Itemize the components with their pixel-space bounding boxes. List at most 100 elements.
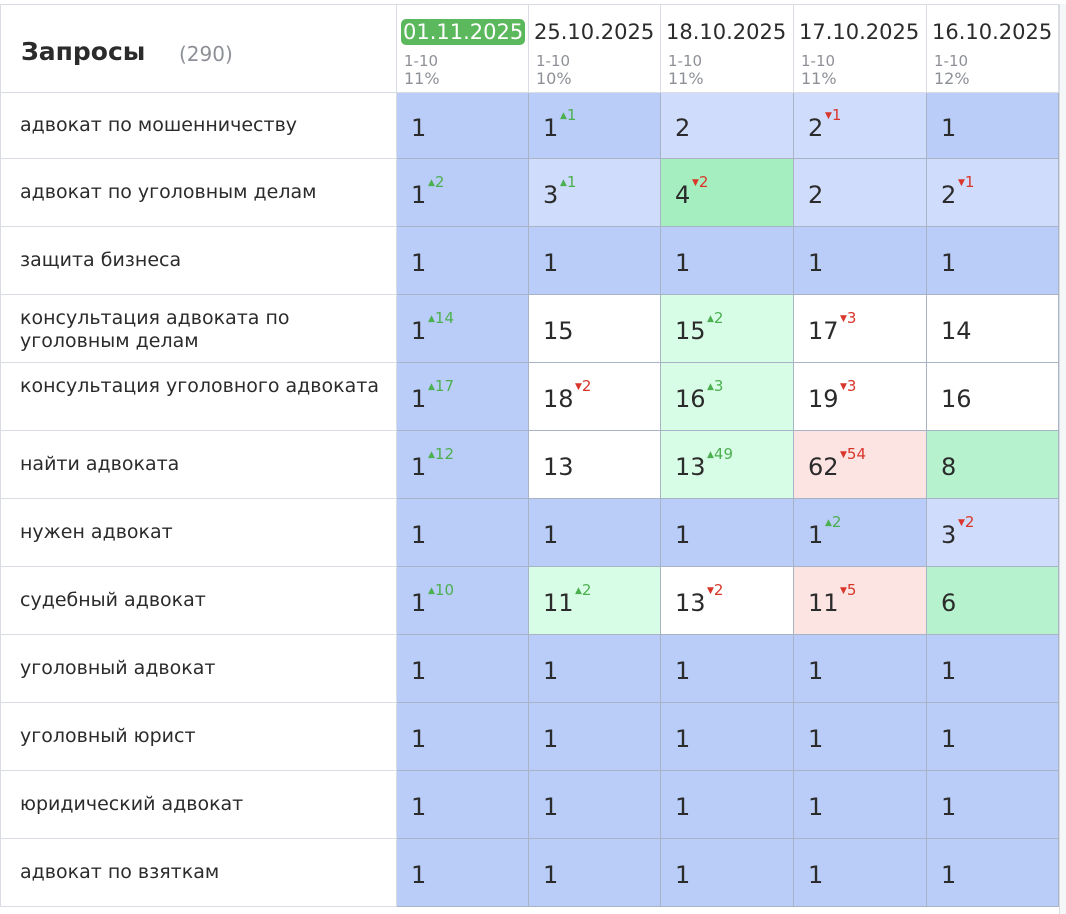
position-cell[interactable]: 1 ▲17: [397, 363, 529, 431]
position-cell[interactable]: 19 ▼3: [794, 363, 927, 431]
query-cell[interactable]: юридический адвокат: [0, 771, 397, 839]
position-cell[interactable]: 13 ▼2: [661, 567, 794, 635]
query-cell[interactable]: адвокат по взяткам: [0, 839, 397, 907]
position-cell[interactable]: 1: [661, 771, 794, 839]
position-cell[interactable]: 6: [927, 567, 1059, 635]
position-cell[interactable]: 8: [927, 431, 1059, 499]
position-cell[interactable]: 2 ▼1: [794, 93, 927, 159]
date-label[interactable]: 16.10.2025: [932, 20, 1053, 44]
position-cell[interactable]: 1: [661, 227, 794, 295]
position-up-delta: ▲12: [428, 446, 454, 462]
date-column-header[interactable]: 16.10.2025 1-10 12%: [927, 4, 1059, 93]
position-cell[interactable]: 1: [397, 703, 529, 771]
position-cell[interactable]: 1: [927, 703, 1059, 771]
date-label[interactable]: 25.10.2025: [534, 20, 655, 44]
position-cell[interactable]: 1: [794, 839, 927, 907]
position-cell[interactable]: 1: [927, 93, 1059, 159]
position-cell[interactable]: 1: [927, 635, 1059, 703]
position-cell[interactable]: 2: [661, 93, 794, 159]
position-cell[interactable]: 15 ▲2: [661, 295, 794, 363]
date-label[interactable]: 18.10.2025: [666, 20, 787, 44]
position-cell[interactable]: 1: [529, 635, 661, 703]
position-cell[interactable]: 1: [794, 227, 927, 295]
position-cell[interactable]: 1: [397, 93, 529, 159]
position-cell[interactable]: 13: [529, 431, 661, 499]
position-cell[interactable]: 13 ▲49: [661, 431, 794, 499]
date-column-header[interactable]: 01.11.2025 1-10 11%: [397, 4, 529, 93]
date-label[interactable]: 17.10.2025: [799, 20, 920, 44]
query-label[interactable]: адвокат по уголовным делам: [20, 181, 317, 203]
query-label[interactable]: адвокат по взяткам: [20, 861, 220, 883]
query-label[interactable]: найти адвоката: [20, 453, 180, 475]
query-cell[interactable]: консультация адвоката по уголовным делам: [0, 295, 397, 363]
position-cell[interactable]: 16: [927, 363, 1059, 431]
query-cell[interactable]: найти адвоката: [0, 431, 397, 499]
query-label[interactable]: судебный адвокат: [20, 589, 206, 611]
position-cell[interactable]: 11 ▲2: [529, 567, 661, 635]
position-cell[interactable]: 4 ▼2: [661, 159, 794, 227]
position-cell[interactable]: 1: [794, 703, 927, 771]
position-cell[interactable]: 1: [529, 839, 661, 907]
date-label[interactable]: 01.11.2025: [401, 19, 526, 45]
query-cell[interactable]: адвокат по уголовным делам: [0, 159, 397, 227]
query-cell[interactable]: судебный адвокат: [0, 567, 397, 635]
query-label[interactable]: уголовный адвокат: [20, 657, 216, 679]
position-cell[interactable]: 1: [529, 703, 661, 771]
position-cell[interactable]: 62 ▼54: [794, 431, 927, 499]
position-cell[interactable]: 1: [794, 771, 927, 839]
position-cell[interactable]: 3 ▼2: [927, 499, 1059, 567]
position-cell[interactable]: 11 ▼5: [794, 567, 927, 635]
query-label[interactable]: консультация адвоката по уголовным делам: [20, 307, 290, 352]
query-cell[interactable]: адвокат по мошенничеству: [0, 93, 397, 159]
position-cell[interactable]: 1: [927, 771, 1059, 839]
position-cell[interactable]: 1: [927, 227, 1059, 295]
date-column-header[interactable]: 25.10.2025 1-10 10%: [529, 4, 661, 93]
query-cell[interactable]: уголовный юрист: [0, 703, 397, 771]
query-label[interactable]: адвокат по мошенничеству: [20, 114, 298, 136]
position-cell[interactable]: 16 ▲3: [661, 363, 794, 431]
delta-value: 10: [434, 581, 455, 599]
position-cell[interactable]: 1: [529, 227, 661, 295]
delta-value: 2: [434, 173, 445, 191]
position-cell[interactable]: 1: [529, 499, 661, 567]
query-cell[interactable]: уголовный адвокат: [0, 635, 397, 703]
position-cell[interactable]: 1: [529, 771, 661, 839]
position-cell[interactable]: 1 ▲12: [397, 431, 529, 499]
date-column-header[interactable]: 17.10.2025 1-10 11%: [794, 4, 927, 93]
query-label[interactable]: нужен адвокат: [20, 521, 173, 543]
triangle-up-icon: ▲: [428, 382, 435, 392]
position-cell[interactable]: 1: [397, 635, 529, 703]
query-cell[interactable]: консультация уголовного адвоката: [0, 363, 397, 431]
position-cell[interactable]: 2 ▼1: [927, 159, 1059, 227]
position-cell[interactable]: 3 ▲1: [529, 159, 661, 227]
query-cell[interactable]: защита бизнеса: [0, 227, 397, 295]
position-cell[interactable]: 1 ▲14: [397, 295, 529, 363]
query-label[interactable]: юридический адвокат: [20, 793, 244, 815]
position-cell[interactable]: 2: [794, 159, 927, 227]
position-cell[interactable]: 1 ▲2: [794, 499, 927, 567]
position-cell[interactable]: 1 ▲10: [397, 567, 529, 635]
position-cell[interactable]: 1 ▲2: [397, 159, 529, 227]
position-cell[interactable]: 17 ▼3: [794, 295, 927, 363]
position-cell[interactable]: 1: [397, 839, 529, 907]
position-cell[interactable]: 1: [397, 227, 529, 295]
position-cell[interactable]: 1 ▲1: [529, 93, 661, 159]
position-cell[interactable]: 18 ▼2: [529, 363, 661, 431]
triangle-down-icon: ▼: [958, 518, 965, 528]
position-cell[interactable]: 15: [529, 295, 661, 363]
position-cell[interactable]: 14: [927, 295, 1059, 363]
position-cell[interactable]: 1: [397, 499, 529, 567]
position-cell[interactable]: 1: [794, 635, 927, 703]
position-cell[interactable]: 1: [661, 839, 794, 907]
position-cell[interactable]: 1: [661, 635, 794, 703]
position-cell[interactable]: 1: [661, 703, 794, 771]
query-label[interactable]: уголовный юрист: [20, 725, 196, 747]
position-cell[interactable]: 1: [927, 839, 1059, 907]
date-column-header[interactable]: 18.10.2025 1-10 11%: [661, 4, 794, 93]
position-cell[interactable]: 1: [661, 499, 794, 567]
position-value: 1: [941, 114, 957, 142]
query-label[interactable]: защита бизнеса: [20, 249, 182, 271]
position-cell[interactable]: 1: [397, 771, 529, 839]
query-cell[interactable]: нужен адвокат: [0, 499, 397, 567]
query-label[interactable]: консультация уголовного адвоката: [20, 375, 379, 397]
